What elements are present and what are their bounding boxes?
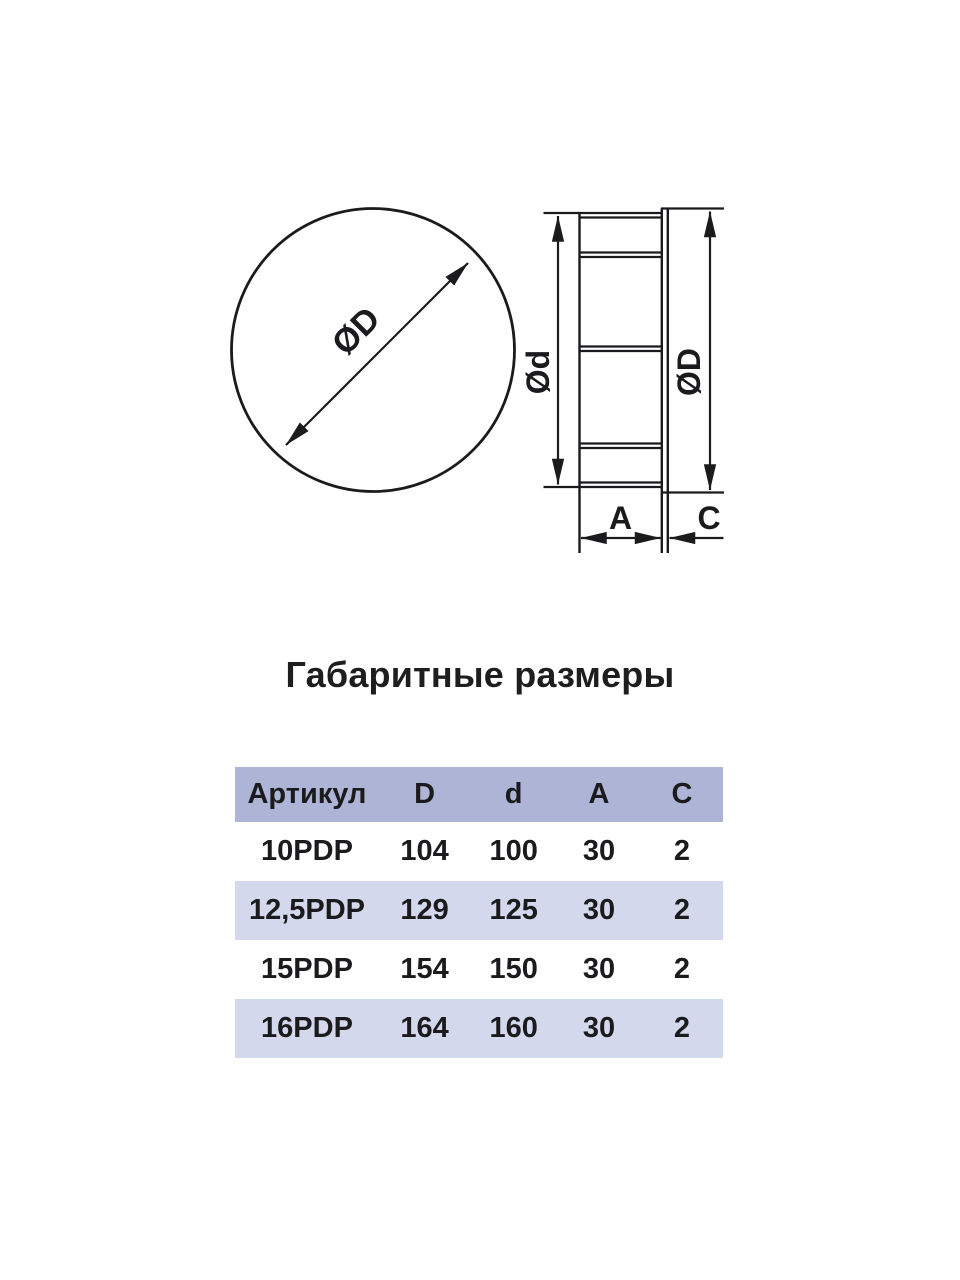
value-cell: 154: [400, 953, 449, 985]
length-a-label: A: [609, 500, 632, 536]
header-cell-d: d: [504, 778, 523, 810]
value-cell: 125: [489, 894, 538, 926]
header-cell-article: Артикул: [247, 778, 367, 810]
front-view: ØD: [230, 207, 516, 493]
value-cell: 30: [582, 894, 616, 926]
thickness-c-label: C: [697, 500, 720, 536]
header-cell-D: D: [414, 778, 436, 810]
value-cell: 164: [400, 1012, 449, 1044]
side-view: Ød ØD A C: [520, 207, 724, 553]
header-cell-C: C: [671, 778, 693, 810]
value-cell: 129: [400, 894, 449, 926]
article-cell: 15PDP: [261, 953, 353, 985]
article-cell: 10PDP: [261, 835, 353, 867]
value-cell: 2: [673, 835, 691, 867]
value-cell: 2: [673, 1012, 691, 1044]
section-title: Габаритные размеры: [285, 654, 675, 695]
value-cell: 30: [582, 835, 616, 867]
pipe-ribs: [579, 251, 661, 450]
dimension-drawing: ØD: [230, 207, 724, 553]
value-cell: 2: [673, 894, 691, 926]
table-row: 15PDP 154 150 30 2: [235, 940, 723, 999]
duct-outline-circle: [230, 207, 516, 493]
table-row: 10PDP 104 100 30 2: [235, 822, 723, 881]
table-row: 12,5PDP 129 125 30 2: [235, 881, 723, 940]
value-cell: 150: [489, 953, 538, 985]
value-cell: 104: [400, 835, 449, 867]
flange-plate: [660, 207, 724, 553]
front-diameter-arrow: [285, 262, 469, 446]
header-cell-A: A: [588, 778, 610, 810]
article-cell: 16PDP: [261, 1012, 353, 1044]
table-header-row: Артикул D d A C: [235, 767, 723, 822]
dimensions-table: Артикул D d A C 10PDP 104 100 30 2 12,5P…: [235, 767, 723, 1058]
value-cell: 30: [582, 1012, 616, 1044]
value-cell: 2: [673, 953, 691, 985]
side-inner-diameter-label: Ød: [520, 350, 556, 394]
side-outer-diameter-label: ØD: [671, 348, 707, 396]
value-cell: 100: [489, 835, 538, 867]
value-cell: 30: [582, 953, 616, 985]
article-cell: 12,5PDP: [248, 894, 366, 926]
table-row: 16PDP 164 160 30 2: [235, 999, 723, 1058]
value-cell: 160: [489, 1012, 538, 1044]
